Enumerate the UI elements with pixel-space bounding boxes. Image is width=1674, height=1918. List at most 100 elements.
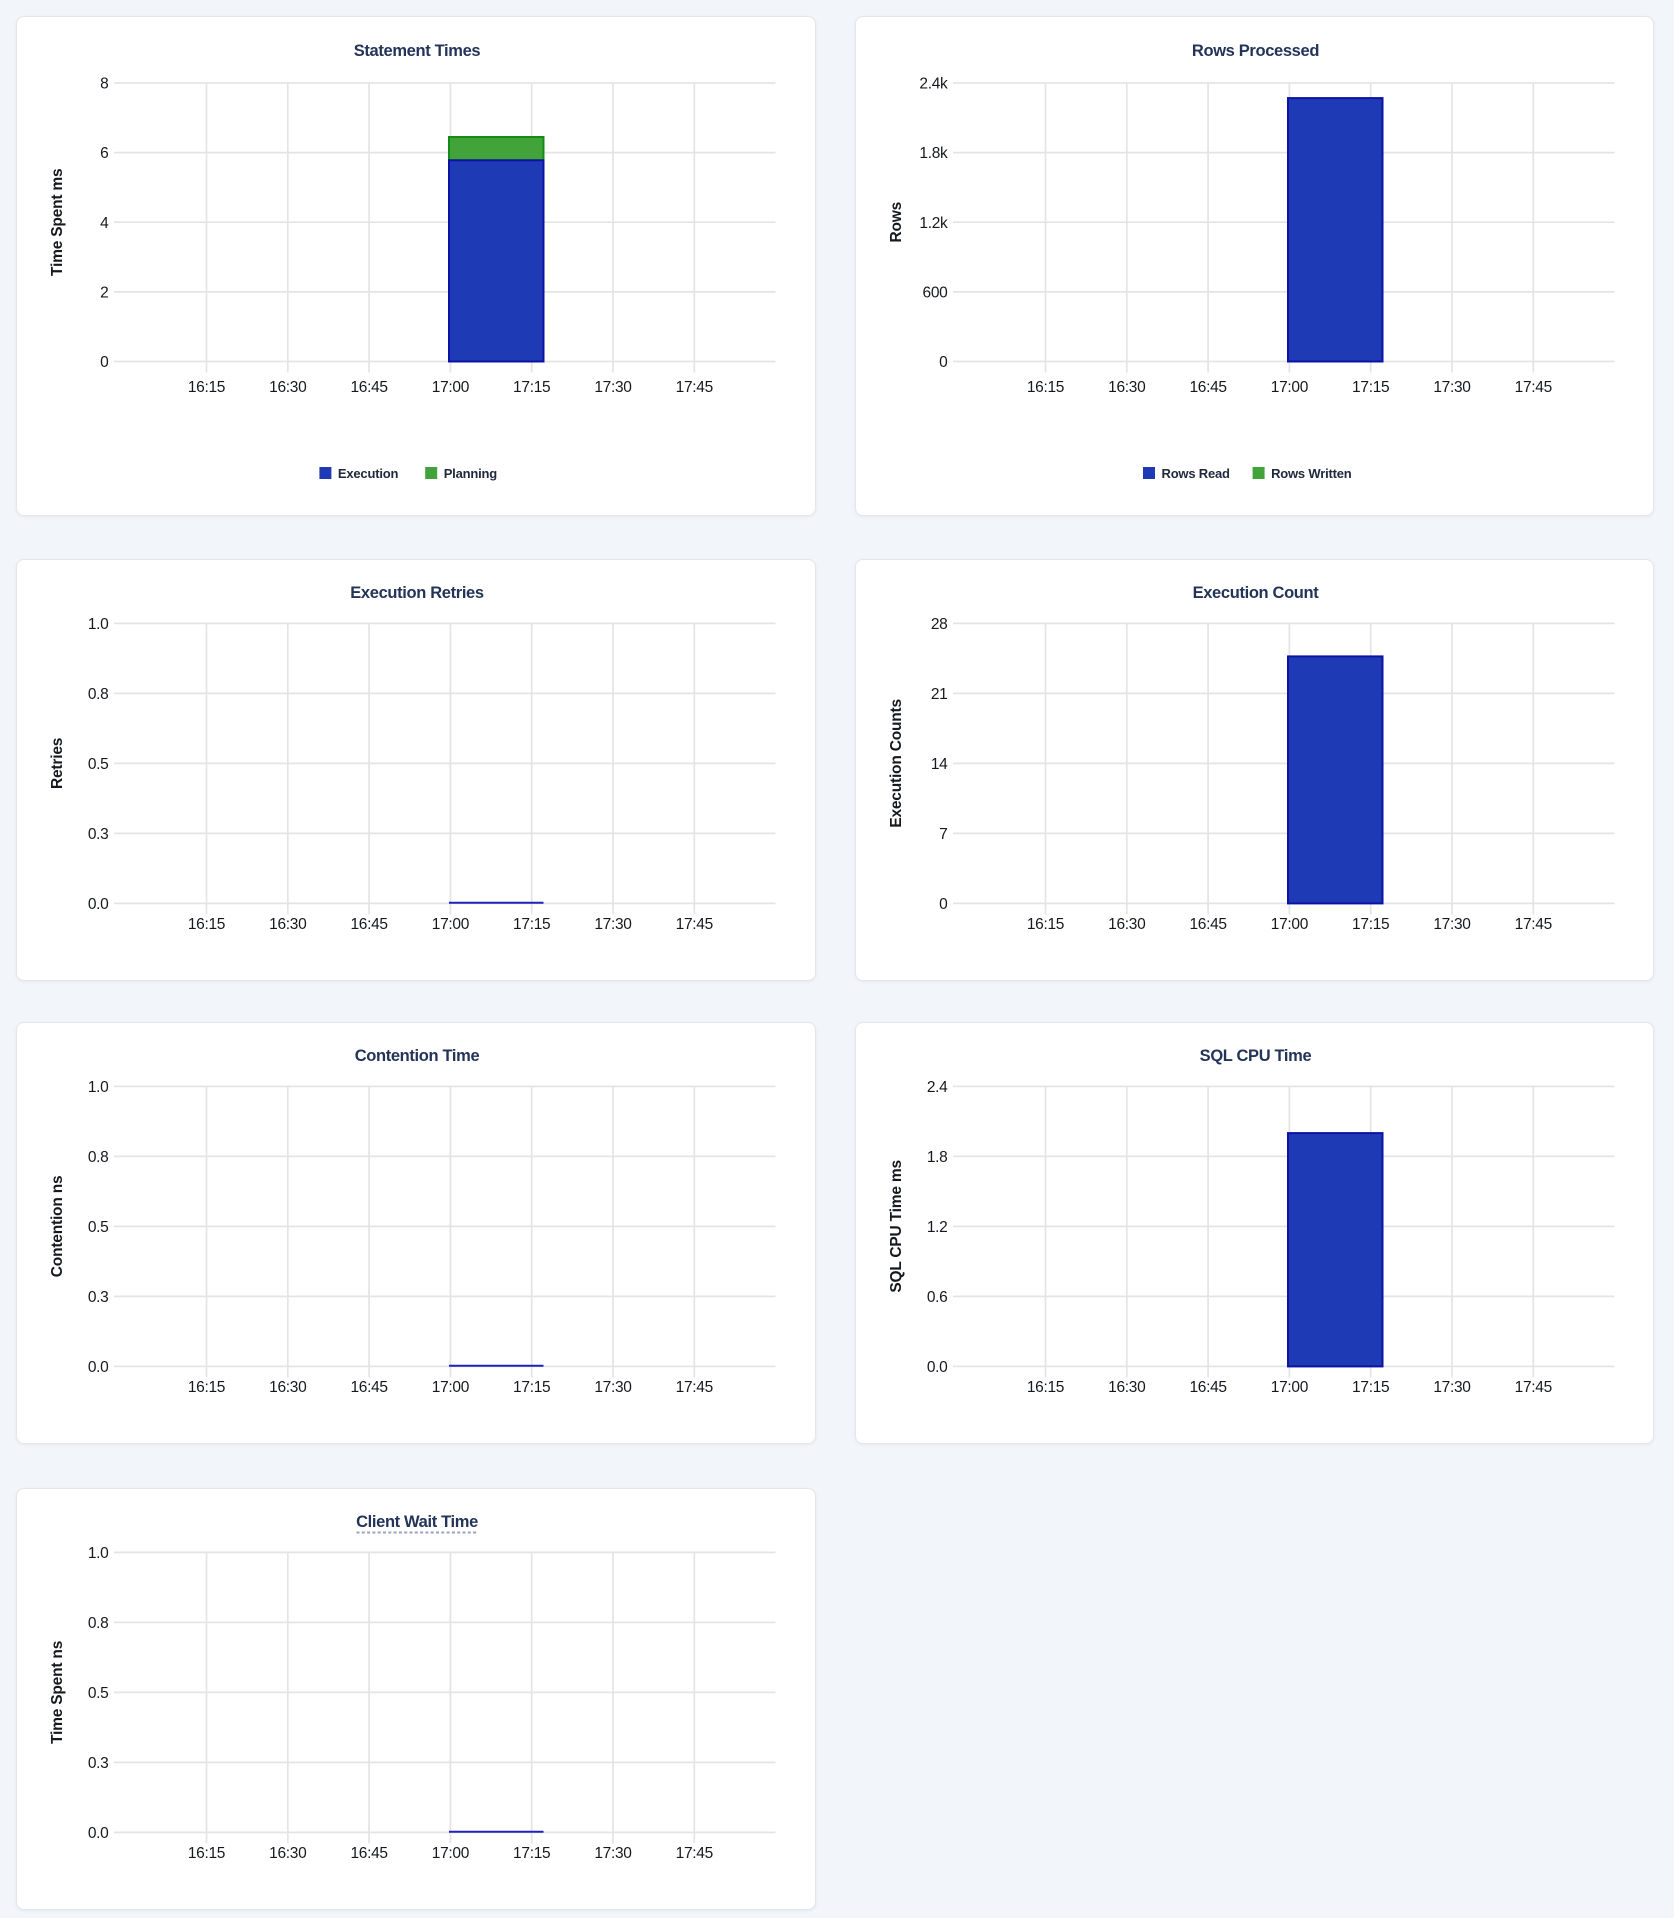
svg-text:8: 8 <box>100 76 108 93</box>
svg-text:1.0: 1.0 <box>88 616 109 633</box>
svg-text:0.5: 0.5 <box>88 1219 109 1236</box>
svg-text:Rows Read: Rows Read <box>1162 466 1231 481</box>
svg-text:Contention ns: Contention ns <box>49 1176 66 1278</box>
svg-text:17:45: 17:45 <box>1515 1379 1552 1396</box>
svg-text:0.0: 0.0 <box>927 1359 948 1376</box>
svg-text:0.0: 0.0 <box>88 1359 109 1376</box>
svg-text:16:15: 16:15 <box>188 916 225 933</box>
svg-text:16:45: 16:45 <box>350 916 387 933</box>
svg-text:17:00: 17:00 <box>432 379 470 396</box>
svg-text:17:15: 17:15 <box>1352 1379 1389 1396</box>
svg-text:17:15: 17:15 <box>513 916 550 933</box>
svg-text:16:45: 16:45 <box>350 379 387 396</box>
svg-text:16:15: 16:15 <box>1027 1379 1064 1396</box>
svg-text:0.8: 0.8 <box>88 686 109 703</box>
svg-text:17:45: 17:45 <box>676 916 713 933</box>
svg-text:Execution: Execution <box>338 466 399 481</box>
svg-text:17:15: 17:15 <box>1352 916 1389 933</box>
svg-text:16:45: 16:45 <box>1189 1379 1226 1396</box>
svg-text:17:30: 17:30 <box>1433 1379 1471 1396</box>
svg-text:17:15: 17:15 <box>1352 379 1389 396</box>
svg-text:16:45: 16:45 <box>1189 379 1226 396</box>
svg-text:17:00: 17:00 <box>432 916 470 933</box>
svg-text:6: 6 <box>100 145 108 162</box>
svg-text:0.8: 0.8 <box>88 1149 109 1166</box>
svg-text:0.0: 0.0 <box>88 896 109 913</box>
svg-text:14: 14 <box>931 756 948 773</box>
svg-text:17:30: 17:30 <box>1433 379 1471 396</box>
svg-text:2.4k: 2.4k <box>919 76 948 93</box>
svg-text:Rows: Rows <box>888 202 905 243</box>
svg-text:17:30: 17:30 <box>594 916 632 933</box>
svg-text:1.0: 1.0 <box>88 1079 109 1096</box>
svg-text:17:15: 17:15 <box>513 1845 550 1862</box>
svg-text:Time Spent ms: Time Spent ms <box>49 169 66 276</box>
svg-text:17:00: 17:00 <box>1271 1379 1309 1396</box>
svg-text:Client Wait Time: Client Wait Time <box>356 1513 478 1531</box>
svg-text:17:30: 17:30 <box>594 379 632 396</box>
svg-text:28: 28 <box>931 616 948 633</box>
svg-text:16:15: 16:15 <box>188 379 225 396</box>
svg-text:Rows Processed: Rows Processed <box>1192 42 1319 60</box>
svg-text:1.2: 1.2 <box>927 1219 948 1236</box>
svg-text:17:30: 17:30 <box>594 1379 632 1396</box>
svg-text:17:45: 17:45 <box>1515 379 1552 396</box>
svg-text:0.6: 0.6 <box>927 1289 948 1306</box>
svg-text:0.3: 0.3 <box>88 826 109 843</box>
svg-text:16:30: 16:30 <box>269 379 307 396</box>
svg-text:0.5: 0.5 <box>88 1685 109 1702</box>
svg-text:21: 21 <box>931 686 948 703</box>
svg-text:1.0: 1.0 <box>88 1545 109 1562</box>
svg-text:16:15: 16:15 <box>188 1379 225 1396</box>
svg-text:17:45: 17:45 <box>676 1845 713 1862</box>
svg-text:Execution Count: Execution Count <box>1193 584 1320 602</box>
svg-text:16:45: 16:45 <box>350 1845 387 1862</box>
svg-text:17:30: 17:30 <box>1433 916 1471 933</box>
svg-text:17:00: 17:00 <box>1271 379 1309 396</box>
svg-text:16:15: 16:15 <box>1027 916 1064 933</box>
svg-text:Contention Time: Contention Time <box>355 1047 480 1065</box>
svg-text:17:00: 17:00 <box>432 1379 470 1396</box>
svg-text:600: 600 <box>923 284 949 301</box>
svg-text:17:15: 17:15 <box>513 379 550 396</box>
svg-text:16:45: 16:45 <box>350 1379 387 1396</box>
svg-text:0.0: 0.0 <box>88 1825 109 1842</box>
svg-text:7: 7 <box>939 826 947 843</box>
svg-text:4: 4 <box>100 215 109 232</box>
svg-text:0.3: 0.3 <box>88 1755 109 1772</box>
svg-text:0: 0 <box>100 354 109 371</box>
svg-text:16:30: 16:30 <box>1108 1379 1146 1396</box>
svg-text:1.8: 1.8 <box>927 1149 948 1166</box>
svg-text:16:30: 16:30 <box>1108 379 1146 396</box>
svg-text:16:45: 16:45 <box>1189 916 1226 933</box>
svg-text:Retries: Retries <box>49 738 66 789</box>
svg-text:1.8k: 1.8k <box>919 145 948 162</box>
svg-text:2: 2 <box>100 284 108 301</box>
svg-text:17:45: 17:45 <box>1515 916 1552 933</box>
svg-text:16:30: 16:30 <box>269 1845 307 1862</box>
svg-text:1.2k: 1.2k <box>919 215 948 232</box>
svg-text:SQL CPU Time: SQL CPU Time <box>1200 1047 1312 1065</box>
svg-text:17:00: 17:00 <box>432 1845 470 1862</box>
svg-text:0.5: 0.5 <box>88 756 109 773</box>
svg-text:16:15: 16:15 <box>1027 379 1064 396</box>
svg-text:Planning: Planning <box>444 466 498 481</box>
svg-text:Execution Retries: Execution Retries <box>350 584 484 602</box>
svg-text:0.3: 0.3 <box>88 1289 109 1306</box>
svg-text:17:00: 17:00 <box>1271 916 1309 933</box>
svg-text:0: 0 <box>939 896 948 913</box>
svg-text:17:15: 17:15 <box>513 1379 550 1396</box>
svg-text:16:30: 16:30 <box>269 1379 307 1396</box>
svg-text:0: 0 <box>939 354 948 371</box>
svg-text:17:45: 17:45 <box>676 1379 713 1396</box>
svg-text:2.4: 2.4 <box>927 1079 948 1096</box>
svg-text:Statement Times: Statement Times <box>354 42 481 60</box>
svg-text:16:30: 16:30 <box>269 916 307 933</box>
svg-text:Execution Counts: Execution Counts <box>888 699 905 828</box>
svg-text:16:30: 16:30 <box>1108 916 1146 933</box>
svg-text:SQL CPU Time ms: SQL CPU Time ms <box>888 1160 905 1293</box>
svg-text:0.8: 0.8 <box>88 1615 109 1632</box>
svg-text:17:45: 17:45 <box>676 379 713 396</box>
svg-text:17:30: 17:30 <box>594 1845 632 1862</box>
svg-text:Rows Written: Rows Written <box>1271 466 1352 481</box>
